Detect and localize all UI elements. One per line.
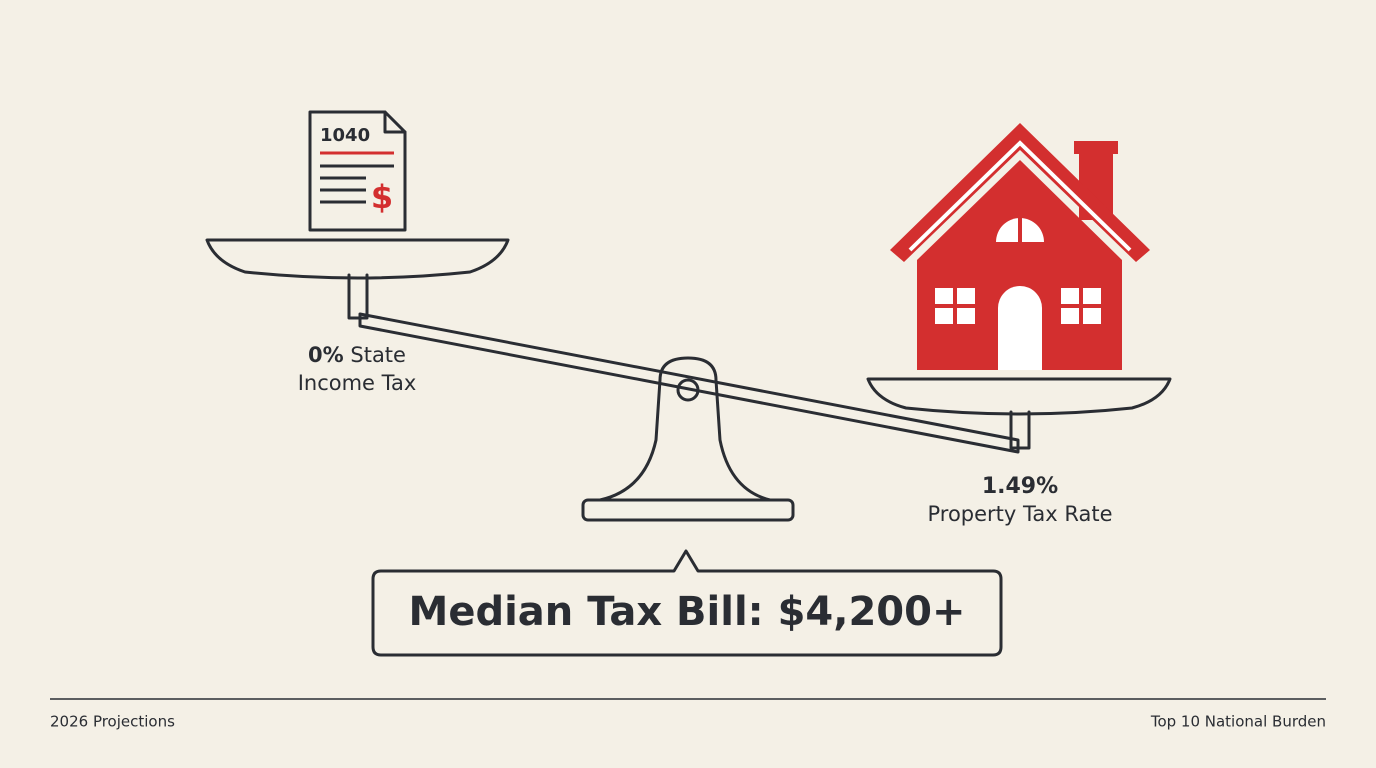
chimney-cap xyxy=(1074,141,1118,154)
house-icon xyxy=(890,123,1150,370)
roof-trim xyxy=(908,140,1132,252)
window xyxy=(1061,288,1101,324)
form-symbol: $ xyxy=(371,178,393,216)
footer-left: 2026 Projections xyxy=(50,713,175,731)
left-pan xyxy=(205,238,510,280)
left-text: Income Tax xyxy=(298,371,417,395)
pivot xyxy=(676,378,700,402)
form-fold xyxy=(383,110,407,134)
roof xyxy=(890,123,1150,262)
callout-box xyxy=(371,549,1003,657)
fulcrum xyxy=(598,356,772,502)
left-figure: 0% xyxy=(308,343,344,367)
callout-text: Median Tax Bill: $4,200+ xyxy=(409,589,966,635)
right-text: Property Tax Rate xyxy=(927,502,1112,526)
left-stem xyxy=(347,273,369,320)
footer-right: Top 10 National Burden xyxy=(1150,713,1326,731)
right-figure: 1.49% xyxy=(982,474,1058,499)
left-text: State xyxy=(350,343,406,367)
left-label: 0% State xyxy=(308,343,406,367)
form-label: 1040 xyxy=(320,125,370,146)
right-pan xyxy=(866,377,1172,416)
base xyxy=(581,498,795,522)
beam xyxy=(358,312,1020,454)
window xyxy=(935,288,975,324)
form-icon xyxy=(308,110,407,232)
door xyxy=(998,286,1042,370)
right-stem xyxy=(1009,410,1031,450)
